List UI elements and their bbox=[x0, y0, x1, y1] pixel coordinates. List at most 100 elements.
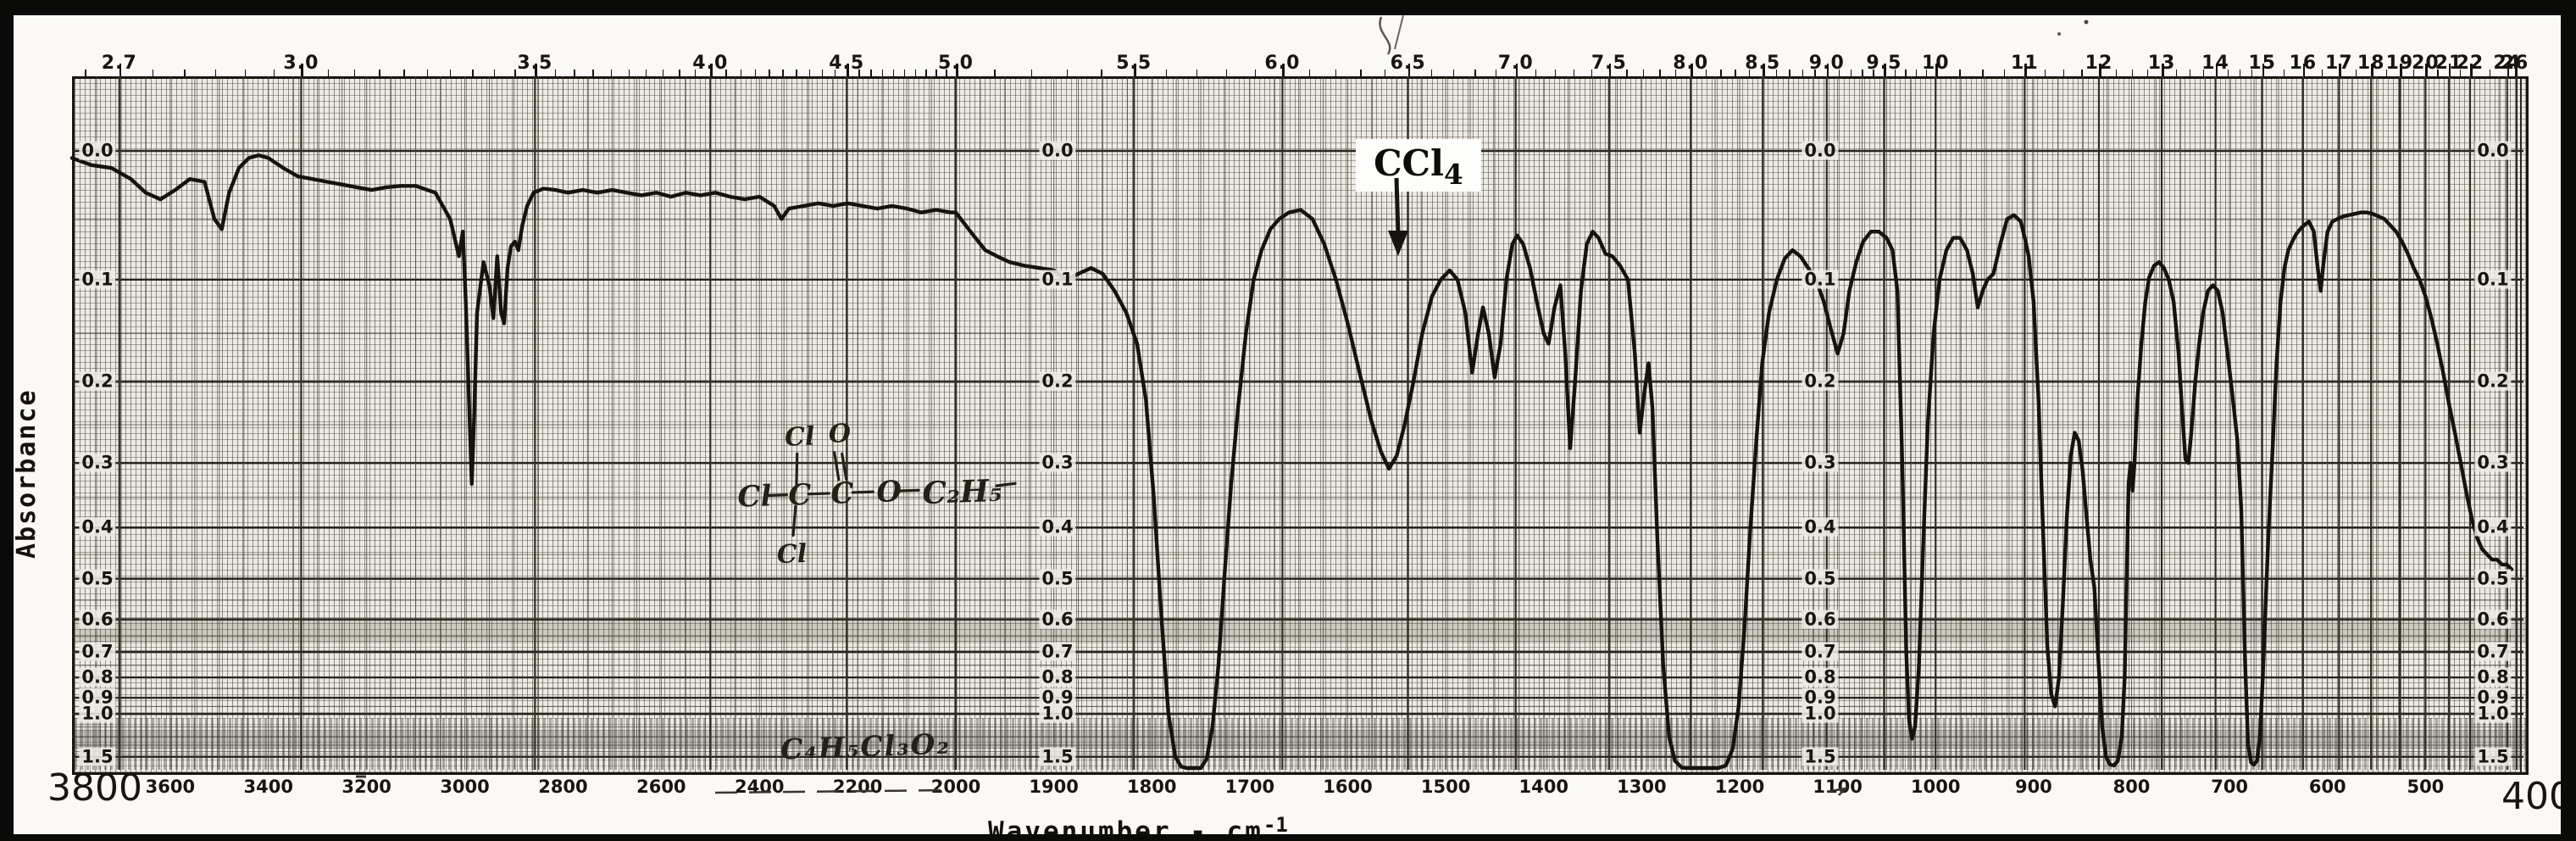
micron-axis-label: 17 bbox=[2325, 53, 2353, 74]
micron-axis-tick bbox=[2162, 64, 2164, 76]
micron-axis-label: 10 bbox=[1921, 53, 1950, 74]
micron-axis-tick bbox=[2425, 64, 2428, 76]
micron-axis-tick bbox=[796, 70, 797, 76]
micron-axis-label: 9.0 bbox=[1808, 53, 1845, 74]
absorbance-gridline-label: 0.6 bbox=[1039, 610, 1076, 628]
structure-c-center: C bbox=[788, 478, 812, 513]
micron-axis-tick bbox=[935, 70, 937, 76]
micron-axis-tick bbox=[1626, 70, 1628, 76]
wavenumber-axis-label-large: 400 bbox=[2501, 775, 2573, 818]
micron-axis-tick bbox=[574, 70, 575, 76]
micron-axis-tick bbox=[925, 70, 927, 76]
scan-border-right bbox=[2561, 0, 2576, 841]
absorbance-gridline-label: 0.5 bbox=[2474, 569, 2512, 588]
micron-axis-tick bbox=[2371, 64, 2373, 76]
wavenumber-axis-label: 1300 bbox=[1617, 777, 1667, 797]
micron-axis-tick bbox=[472, 70, 474, 76]
absorbance-gridline-label: 0.1 bbox=[1039, 270, 1076, 288]
absorbance-gridline-label: 0.5 bbox=[79, 569, 116, 588]
absorbance-gridline-label: 0.5 bbox=[1039, 569, 1076, 588]
micron-axis-tick bbox=[2024, 64, 2027, 76]
micron-axis-tick bbox=[301, 64, 303, 76]
scan-border-left bbox=[0, 0, 14, 841]
micron-axis-tick bbox=[1959, 70, 1961, 76]
micron-axis-tick bbox=[1884, 64, 1886, 76]
wavenumber-axis-label: 3000 bbox=[440, 777, 490, 797]
micron-axis-tick bbox=[2399, 64, 2402, 76]
micron-axis-label: 21 bbox=[2434, 53, 2463, 74]
micron-axis-tick bbox=[1802, 70, 1803, 76]
absorbance-gridline-label: 0.8 bbox=[2474, 668, 2512, 687]
absorbance-gridline-label: 0.2 bbox=[79, 372, 116, 391]
absorbance-gridline-label: 0.8 bbox=[79, 668, 116, 687]
micron-axis-tick bbox=[493, 70, 496, 76]
micron-axis-label: 24 bbox=[2493, 53, 2522, 74]
micron-axis-tick bbox=[2507, 64, 2510, 76]
scan-border-bottom bbox=[0, 834, 2576, 841]
micron-axis-tick bbox=[2063, 70, 2065, 76]
absorbance-gridline-label: 0.4 bbox=[1039, 518, 1076, 537]
absorbance-gridline-label: 0.6 bbox=[1802, 610, 1839, 628]
absorbance-gridline-label: 0.7 bbox=[79, 642, 116, 660]
solvent-callout: CCl4 bbox=[1356, 139, 1481, 192]
micron-axis-tick bbox=[1749, 70, 1751, 76]
solvent-arrow-icon bbox=[1388, 177, 1408, 256]
micron-axis-tick bbox=[1763, 64, 1765, 76]
micron-axis-tick bbox=[244, 70, 247, 76]
micron-axis-label: 8.0 bbox=[1673, 53, 1709, 74]
micron-axis-tick bbox=[592, 70, 594, 76]
micron-axis-tick bbox=[1309, 70, 1311, 76]
micron-axis-tick bbox=[754, 70, 757, 76]
wavenumber-axis-label: 1400 bbox=[1518, 777, 1568, 797]
micron-axis-tick bbox=[994, 70, 996, 76]
gridlines-layer bbox=[72, 76, 2523, 770]
micron-axis-tick bbox=[904, 70, 906, 76]
absorbance-gridline-label: 0.1 bbox=[1802, 270, 1839, 288]
micron-axis-tick bbox=[2437, 70, 2439, 76]
micron-axis-label: 2.7 bbox=[101, 53, 137, 74]
wavenumber-axis-label: 900 bbox=[2014, 777, 2052, 797]
micron-axis-tick bbox=[1430, 70, 1432, 76]
micron-axis-tick bbox=[2098, 64, 2101, 76]
micron-axis-tick bbox=[353, 70, 356, 76]
micron-axis-tick bbox=[1659, 70, 1661, 76]
wavenumber-axis-label: 1700 bbox=[1224, 777, 1275, 797]
micron-axis-tick bbox=[379, 70, 380, 76]
micron-axis-tick bbox=[2202, 70, 2204, 76]
wavenumber-axis-label: 1800 bbox=[1127, 777, 1177, 797]
absorbance-gridline-label: 0.9 bbox=[79, 688, 116, 707]
absorbance-gridline-label: 0.6 bbox=[2474, 610, 2512, 628]
micron-axis-label: 8.5 bbox=[1745, 53, 1781, 74]
structure-o-ester: O bbox=[876, 475, 902, 510]
micron-axis-label: 11 bbox=[2011, 53, 2039, 74]
micron-axis-tick bbox=[725, 70, 727, 76]
wavenumber-axis-label: 3200 bbox=[341, 777, 391, 797]
absorbance-gridline-label: 0.7 bbox=[1039, 642, 1076, 660]
x-axis-title-exponent: -1 bbox=[1263, 813, 1288, 837]
absorbance-gridline-label: 0.8 bbox=[1802, 668, 1839, 687]
micron-axis-label: 7.0 bbox=[1497, 53, 1534, 74]
scan-border-top bbox=[0, 0, 2576, 15]
micron-axis-label: 19 bbox=[2385, 53, 2414, 74]
micron-axis-tick bbox=[2469, 64, 2473, 76]
micron-axis-tick bbox=[328, 70, 330, 76]
solvent-callout-text: CCl bbox=[1374, 142, 1444, 184]
absorbance-gridline-label: 0.2 bbox=[1802, 372, 1839, 391]
absorbance-gridline-label: 1.5 bbox=[79, 747, 116, 766]
micron-axis-tick bbox=[1225, 70, 1228, 76]
micron-axis-tick bbox=[1895, 70, 1896, 76]
wavenumber-axis-label: 1500 bbox=[1420, 777, 1471, 797]
scan-smudge-band bbox=[75, 618, 2526, 643]
micron-axis-label: 22 bbox=[2456, 53, 2484, 74]
micron-axis-tick bbox=[847, 64, 849, 76]
micron-axis-tick bbox=[1101, 70, 1102, 76]
absorbance-gridline-label: 1.5 bbox=[2474, 747, 2512, 766]
micron-axis-tick bbox=[1474, 70, 1476, 76]
micron-axis-tick bbox=[646, 70, 647, 76]
micron-axis-tick bbox=[403, 70, 405, 76]
absorbance-gridline-label: 0.7 bbox=[1802, 642, 1839, 660]
micron-axis-tick bbox=[1862, 70, 1863, 76]
structure-o-double: O bbox=[828, 419, 851, 449]
wavenumber-axis-label: 800 bbox=[2112, 777, 2151, 797]
micron-axis-label: 7.5 bbox=[1591, 53, 1627, 74]
